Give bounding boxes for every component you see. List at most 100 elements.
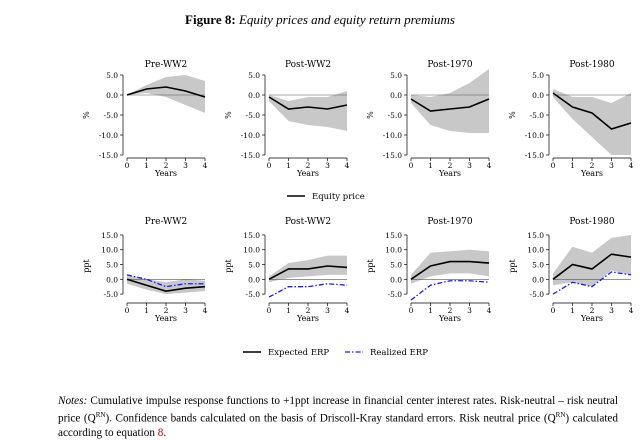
expected-erp-line (268, 265, 348, 281)
x-tick-label: 4 (487, 306, 492, 315)
y-tick-label: 5.0 (106, 71, 118, 80)
equity-price-line (126, 86, 206, 98)
x-tick-label: 0 (409, 161, 414, 170)
x-tick-label: 3 (325, 306, 330, 315)
y-tick-label: 0.0 (248, 275, 260, 284)
y-tick-label: 5.0 (532, 71, 544, 80)
confidence-band (127, 75, 205, 113)
y-tick-label: 10.0 (385, 246, 402, 255)
confidence-band (127, 274, 205, 295)
legend-label-expected-erp: Expected ERP (268, 348, 329, 358)
x-axis-label: Years (580, 169, 603, 178)
y-tick-label: -5.0 (246, 290, 261, 299)
x-tick-label: 0 (409, 306, 414, 315)
x-axis-label: Years (296, 169, 319, 178)
y-tick-label: 0.0 (390, 91, 402, 100)
x-tick-label: 3 (183, 161, 188, 170)
panel-1: Post-WW2% Years 5.0 0.0 -5.0 -10.0 -15.0 0 1 2 3 4 (224, 60, 350, 178)
x-axis-label: Years (154, 314, 177, 323)
x-tick-label: 1 (428, 161, 433, 170)
x-axis-label: Years (438, 169, 461, 178)
realized-erp-line (268, 283, 348, 298)
legend-top: Equity price (287, 192, 365, 202)
y-tick-label: -15.0 (383, 151, 402, 160)
panel-title: Post-1980 (569, 60, 615, 70)
y-tick-label: -15.0 (525, 151, 544, 160)
x-axis-label: Years (154, 169, 177, 178)
y-tick-label: -15.0 (241, 151, 260, 160)
x-tick-label: 1 (570, 161, 575, 170)
confidence-band (411, 249, 489, 284)
x-tick-label: 4 (345, 306, 350, 315)
y-axis-label: % (82, 111, 91, 119)
x-tick-label: 4 (203, 306, 208, 315)
figure-label: Figure 8: (185, 12, 236, 27)
x-tick-label: 2 (306, 306, 311, 315)
x-tick-label: 3 (467, 161, 472, 170)
x-tick-label: 0 (267, 306, 272, 315)
x-tick-label: 3 (467, 306, 472, 315)
notes: Notes: Cumulative impulse response funct… (58, 394, 618, 440)
y-tick-label: 5.0 (390, 71, 402, 80)
equity-price-line (268, 96, 348, 110)
x-tick-label: 1 (286, 161, 291, 170)
x-tick-label: 2 (164, 161, 169, 170)
notes-line1: Cumulative impulse response functions to… (58, 395, 619, 425)
y-tick-label: -10.0 (383, 131, 402, 140)
realized-erp-line (552, 271, 632, 295)
equity-price-line (410, 98, 490, 112)
x-tick-label: 4 (629, 161, 634, 170)
y-tick-label: -10.0 (241, 131, 260, 140)
x-tick-label: 2 (448, 306, 453, 315)
x-axis-label: Years (296, 314, 319, 323)
panel-2: Post-1970% Years 5.0 0.0 -5.0 -10.0 -15.0 0 1 2 3 4 (366, 60, 492, 178)
x-tick-label: 2 (590, 161, 595, 170)
x-tick-label: 3 (325, 161, 330, 170)
x-tick-label: 1 (570, 306, 575, 315)
y-tick-label: 10.0 (527, 246, 544, 255)
x-tick-label: 4 (203, 161, 208, 170)
notes-prefix: Notes: (58, 395, 88, 407)
y-axis-label: ppt (508, 258, 517, 272)
y-tick-label: 15.0 (101, 231, 118, 240)
panel-title: Post-1970 (427, 60, 473, 70)
x-tick-label: 3 (609, 161, 614, 170)
notes-sup2: RN (555, 411, 566, 419)
y-tick-label: -15.0 (99, 151, 118, 160)
confidence-band (269, 91, 347, 131)
y-axis-label: % (224, 111, 233, 119)
y-axis-label: ppt (366, 258, 375, 272)
y-tick-label: 5.0 (106, 261, 118, 270)
legend-label-equity-price: Equity price (312, 192, 365, 202)
panel-5: Post-WW2 ppt Years 15.0 10.0 5.0 0.0 -5.0 0 1 2 3 4 (224, 217, 350, 323)
panel-4: Pre-WW2 ppt Years 15.0 10.0 5.0 0.0 -5.0 0 1 2 3 4 (82, 217, 208, 323)
y-tick-label: 15.0 (527, 231, 544, 240)
x-tick-label: 0 (267, 161, 272, 170)
expected-erp-line (126, 278, 206, 292)
panel-title: Post-WW2 (285, 217, 331, 227)
y-tick-label: -5.0 (104, 111, 119, 120)
y-tick-label: 0.0 (390, 275, 402, 284)
panel-3: Post-1980% Years 5.0 0.0 -5.0 -10.0 -15.0 0 1 2 3 4 (508, 60, 634, 178)
y-tick-label: 0.0 (248, 91, 260, 100)
y-tick-label: 5.0 (390, 261, 402, 270)
x-tick-label: 2 (590, 306, 595, 315)
x-tick-label: 2 (448, 161, 453, 170)
y-tick-label: 5.0 (248, 71, 260, 80)
y-tick-label: 15.0 (243, 231, 260, 240)
y-tick-label: -5.0 (388, 290, 403, 299)
x-tick-label: 1 (428, 306, 433, 315)
y-axis-label: % (366, 111, 375, 119)
x-axis-label: Years (580, 314, 603, 323)
x-axis-label: Years (438, 314, 461, 323)
figure-caption: Equity prices and equity return premiums (238, 12, 455, 27)
panel-6: Post-1970 ppt Years 15.0 10.0 5.0 0.0 -5.0 0 1 2 3 4 (366, 217, 492, 323)
realized-erp-line (126, 274, 205, 288)
confidence-band (553, 234, 631, 287)
confidence-band (553, 89, 631, 155)
panel-title: Pre-WW2 (145, 60, 187, 70)
x-tick-label: 0 (551, 161, 556, 170)
x-tick-label: 3 (183, 306, 188, 315)
x-tick-label: 1 (144, 306, 149, 315)
